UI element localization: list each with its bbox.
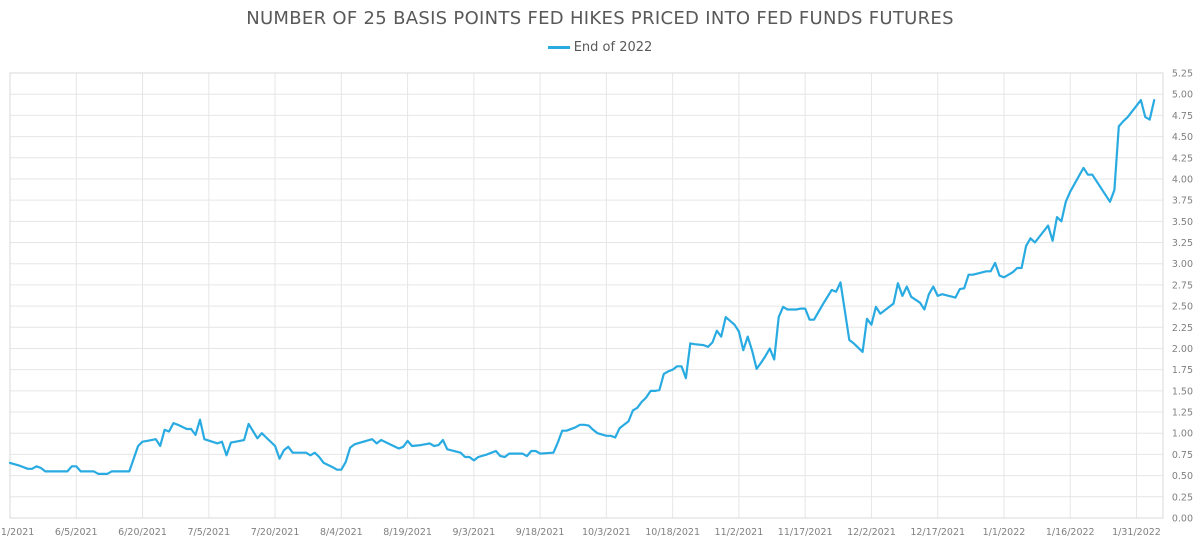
x-tick-label: 9/18/2021 [516, 527, 565, 538]
legend: End of 2022 [0, 40, 1200, 55]
y-tick-label: 2.50 [1172, 302, 1193, 313]
x-tick-label: 8/4/2021 [320, 527, 363, 538]
x-tick-label: 9/3/2021 [453, 527, 496, 538]
y-tick-label: 3.00 [1172, 259, 1193, 270]
y-tick-label: 1.50 [1172, 386, 1193, 397]
series-line-end-of-2022 [8, 98, 1156, 475]
y-tick-label: 1.75 [1172, 365, 1193, 376]
x-tick-label: 1/1/2022 [983, 527, 1026, 538]
horizontal-gridlines [10, 72, 1163, 519]
x-tick-label: 7/5/2021 [187, 527, 230, 538]
y-tick-label: 0.00 [1172, 514, 1193, 525]
vertical-gridlines [9, 73, 1137, 518]
y-tick-label: 4.75 [1172, 111, 1193, 122]
y-tick-label: 0.75 [1172, 450, 1193, 461]
series-layer [8, 98, 1156, 475]
chart-title: NUMBER OF 25 BASIS POINTS FED HIKES PRIC… [246, 8, 954, 29]
x-tick-label: 1/31/2022 [1112, 527, 1161, 538]
y-tick-label: 2.00 [1172, 344, 1193, 355]
legend-swatch [547, 46, 570, 49]
x-tick-label: 10/3/2021 [582, 527, 631, 538]
x-tick-label: 10/18/2021 [645, 527, 700, 538]
x-axis-ticks: 5/21/2021 6/5/2021 6/20/2021 7/5/2021 7/20/2… [0, 527, 1161, 538]
plot-border [9, 72, 1164, 519]
y-tick-label: 4.25 [1172, 153, 1193, 164]
x-tick-label: 8/19/2021 [383, 527, 432, 538]
y-tick-label: 2.25 [1172, 323, 1193, 334]
x-tick-label: 12/17/2021 [910, 527, 965, 538]
y-tick-label: 1.25 [1172, 408, 1193, 419]
x-tick-label: 11/2/2021 [715, 527, 764, 538]
x-tick-label: 6/20/2021 [118, 527, 167, 538]
x-tick-label: 5/21/2021 [0, 527, 34, 538]
y-tick-label: 0.25 [1172, 492, 1193, 503]
x-tick-label: 7/20/2021 [251, 527, 300, 538]
y-tick-label: 2.75 [1172, 280, 1193, 291]
y-tick-label: 3.75 [1172, 196, 1193, 207]
x-tick-label: 12/2/2021 [847, 527, 896, 538]
y-tick-label: 1.00 [1172, 429, 1193, 440]
y-axis-ticks: 0.00 0.25 0.50 0.75 1.00 1.25 1.50 1.75 2.00 2.25… [1172, 69, 1193, 525]
legend-label: End of 2022 [573, 40, 653, 55]
y-tick-label: 4.00 [1172, 174, 1193, 185]
y-tick-label: 3.25 [1172, 238, 1193, 249]
y-tick-label: 5.00 [1172, 90, 1193, 101]
x-tick-label: 1/16/2022 [1046, 527, 1095, 538]
y-tick-label: 5.25 [1172, 69, 1193, 80]
y-tick-label: 0.50 [1172, 471, 1193, 482]
x-tick-label: 11/17/2021 [778, 527, 833, 538]
y-tick-label: 4.50 [1172, 132, 1193, 143]
y-tick-label: 3.50 [1172, 217, 1193, 228]
x-tick-label: 6/5/2021 [55, 527, 98, 538]
